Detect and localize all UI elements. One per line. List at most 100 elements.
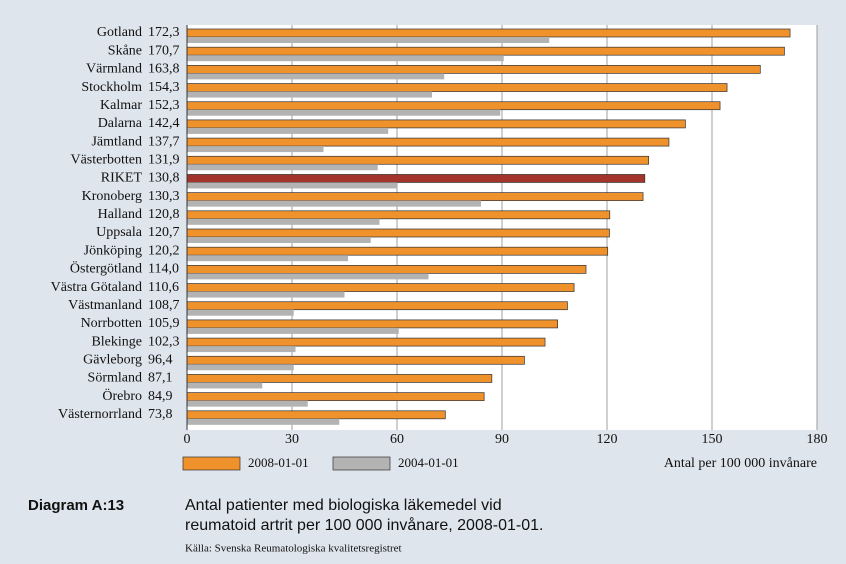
x-tick-label: 120 xyxy=(597,432,618,447)
legend-swatch xyxy=(182,456,241,471)
bar xyxy=(187,291,345,298)
category-label: Jämtland xyxy=(91,134,142,149)
category-label: Norrbotten xyxy=(81,316,142,331)
bar xyxy=(186,228,610,238)
bar xyxy=(187,237,371,243)
x-tick-label: 0 xyxy=(184,432,191,447)
value-label: 120,2 xyxy=(148,243,180,258)
value-label: 87,1 xyxy=(148,371,173,386)
x-tick-label: 150 xyxy=(702,432,723,447)
bar xyxy=(187,55,504,62)
bar xyxy=(187,127,389,134)
value-label: 120,8 xyxy=(148,207,180,222)
bar xyxy=(186,210,611,220)
category-label: Östergötland xyxy=(70,260,142,277)
bar xyxy=(187,200,481,207)
caption-line: reumatoid artrit per 100 000 invånare, 2… xyxy=(185,516,543,534)
bar xyxy=(187,400,308,407)
bar xyxy=(187,255,348,262)
x-axis-label: Antal per 100 000 invånare xyxy=(664,456,817,471)
value-label: 84,9 xyxy=(148,389,173,404)
category-label: Jönköping xyxy=(84,243,142,258)
bar xyxy=(186,265,587,274)
legend-swatch xyxy=(332,456,391,471)
category-label: Västra Götaland xyxy=(51,280,142,295)
bar xyxy=(187,364,294,371)
value-label: 170,7 xyxy=(148,43,180,58)
x-tick-label: 60 xyxy=(390,432,404,447)
legend-label: 2004-01-01 xyxy=(398,455,459,470)
bar xyxy=(186,83,728,92)
bar xyxy=(186,65,761,74)
x-tick-label: 30 xyxy=(285,432,299,447)
caption-line: Antal patienter med biologiska läkemedel… xyxy=(185,497,502,514)
value-label: 96,4 xyxy=(148,352,173,367)
value-label: 172,3 xyxy=(148,25,180,40)
caption-label: Diagram A:13 xyxy=(28,497,124,514)
bar xyxy=(187,182,397,189)
value-label: 110,6 xyxy=(148,280,179,295)
value-label: 120,7 xyxy=(148,225,180,240)
bar xyxy=(187,146,324,153)
bar xyxy=(186,355,525,365)
category-label: Örebro xyxy=(102,387,142,404)
bar xyxy=(187,164,378,171)
category-label: Gotland xyxy=(97,25,142,40)
bar xyxy=(187,346,296,353)
value-label: 105,9 xyxy=(148,316,180,331)
bar xyxy=(186,374,493,383)
category-label: Stockholm xyxy=(81,80,142,95)
category-label: Kronoberg xyxy=(82,189,142,204)
bar xyxy=(186,337,546,347)
category-label: Uppsala xyxy=(96,225,143,240)
bar xyxy=(186,410,446,420)
category-label: Skåne xyxy=(108,43,142,58)
value-label: 102,3 xyxy=(148,334,180,349)
category-label: Dalarna xyxy=(98,116,143,131)
bar xyxy=(186,301,568,311)
bar xyxy=(187,327,399,334)
category-label: Gävleborg xyxy=(83,352,142,367)
value-label: 130,3 xyxy=(148,189,180,204)
bar xyxy=(187,273,429,280)
category-label: Halland xyxy=(98,207,142,222)
bar xyxy=(187,73,445,80)
bar xyxy=(186,101,721,111)
bar xyxy=(187,382,263,389)
legend-label: 2008-01-01 xyxy=(248,455,309,470)
category-label: Blekinge xyxy=(91,334,142,349)
bar xyxy=(186,137,670,147)
x-tick-label: 180 xyxy=(807,432,828,447)
bar xyxy=(187,418,340,425)
bar xyxy=(186,192,644,201)
bar xyxy=(186,46,785,56)
category-label: Västmanland xyxy=(68,298,142,313)
source: Källa: Svenska Reumatologiska kvalitetsr… xyxy=(185,543,402,555)
bar xyxy=(186,155,649,165)
value-label: 163,8 xyxy=(148,62,180,77)
bar xyxy=(186,246,609,256)
bar xyxy=(186,119,686,129)
x-tick-label: 90 xyxy=(495,432,509,447)
value-label: 131,9 xyxy=(148,152,180,167)
bar xyxy=(186,392,485,401)
bar xyxy=(187,37,550,43)
value-label: 114,0 xyxy=(148,262,179,277)
bar xyxy=(186,28,791,38)
bar xyxy=(187,109,501,116)
value-label: 73,8 xyxy=(148,407,173,422)
bar xyxy=(186,174,646,183)
value-label: 152,3 xyxy=(148,98,180,113)
value-label: 154,3 xyxy=(148,80,180,95)
bar xyxy=(187,91,432,98)
bar xyxy=(186,319,558,329)
value-label: 137,7 xyxy=(148,134,180,149)
value-label: 130,8 xyxy=(148,171,180,186)
category-label: RIKET xyxy=(101,171,143,186)
category-label: Sörmland xyxy=(88,371,142,386)
category-label: Västernorrland xyxy=(58,407,142,422)
category-label: Kalmar xyxy=(100,98,142,113)
category-label: Västerbotten xyxy=(70,152,142,167)
bar xyxy=(187,218,380,225)
